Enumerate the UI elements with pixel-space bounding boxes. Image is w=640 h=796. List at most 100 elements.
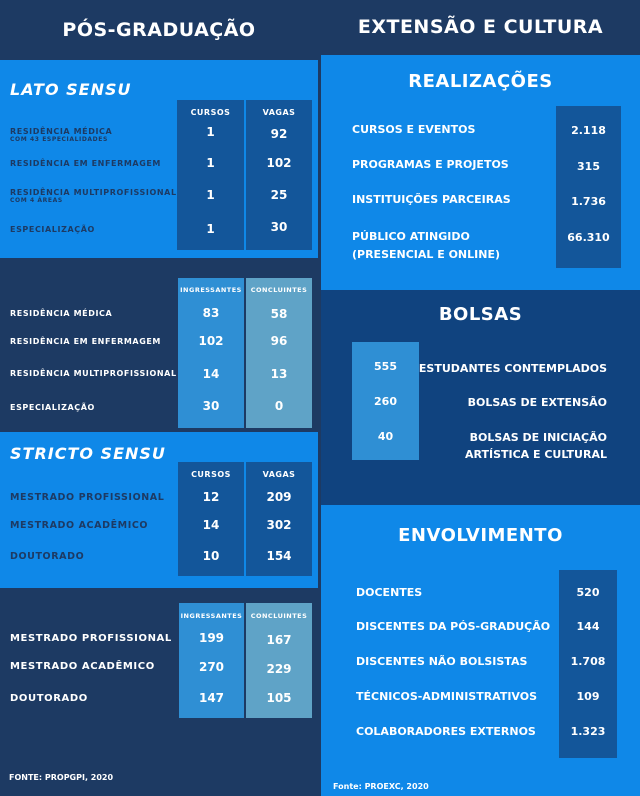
row-label: TÉCNICOS-ADMINISTRATIVOS — [356, 690, 538, 703]
cell: 229 — [266, 662, 292, 676]
value: 2.118 — [571, 124, 606, 137]
row-label: BOLSAS DE INICIAÇÃO ARTÍSTICA E CULTURAL — [465, 431, 607, 461]
envolvimento-values: 520 144 1.708 109 1.323 — [559, 570, 617, 758]
cell: 0 — [274, 399, 284, 413]
cell: 13 — [270, 367, 288, 381]
cell: 10 — [202, 549, 220, 563]
lato-sensu-vagas-section: LATO SENSU CURSOS 1 1 1 1 VAGAS 92 102 2… — [0, 60, 318, 258]
row-label: ESTUDANTES CONTEMPLADOS — [418, 362, 607, 375]
row-label: ESPECIALIZAÇÃO — [10, 403, 95, 412]
row-label: DISCENTES DA PÓS-GRADUÇÃO — [356, 620, 551, 633]
value: 144 — [576, 620, 600, 633]
left-header: PÓS-GRADUAÇÃO — [0, 0, 318, 60]
column-header: INGRESSANTES — [180, 612, 243, 620]
bolsas-heading: BOLSAS — [438, 304, 523, 325]
realizacoes-section: REALIZAÇÕES 2.118 315 1.736 66.310 CURSO… — [321, 55, 640, 290]
ingressantes-column: INGRESSANTES 83 102 14 30 — [178, 278, 244, 428]
column-header: VAGAS — [262, 470, 296, 479]
cell: 147 — [198, 691, 225, 705]
lato-sensu-alunos-section: INGRESSANTES 83 102 14 30 CONCLUINTES 58… — [0, 258, 318, 432]
bolsas-values: 555 260 40 — [352, 342, 419, 460]
row-label: MESTRADO PROFISSIONAL — [10, 633, 172, 644]
row-label: RESIDÊNCIA MÉDICA — [10, 309, 113, 318]
value: 1.708 — [570, 655, 606, 668]
value: 260 — [374, 395, 397, 408]
left-title: PÓS-GRADUAÇÃO — [62, 19, 256, 41]
cell: 167 — [266, 633, 292, 647]
cell: 1 — [206, 188, 215, 202]
row-label: PÚBLICO ATINGIDO (PRESENCIAL E ONLINE) — [352, 230, 500, 261]
cell: 1 — [206, 156, 215, 170]
stricto-sensu-vagas-section: STRICTO SENSU CURSOS 12 14 10 VAGAS 209 … — [0, 432, 318, 588]
column-header: INGRESSANTES — [180, 286, 242, 294]
cell: 14 — [202, 518, 220, 532]
cursos-column: CURSOS 1 1 1 1 — [177, 100, 244, 250]
cell: 209 — [266, 490, 292, 504]
concluintes-column: CONCLUINTES 167 229 105 — [246, 603, 312, 718]
vagas-column: VAGAS 209 302 154 — [246, 462, 312, 576]
row-label: RESIDÊNCIA EM ENFERMAGEM — [10, 159, 161, 168]
cell: 30 — [270, 220, 288, 234]
realizacoes-heading: REALIZAÇÕES — [408, 71, 553, 92]
cell: 199 — [198, 631, 225, 645]
column-header: CONCLUINTES — [250, 286, 308, 294]
value: 109 — [576, 690, 600, 703]
row-label: MESTRADO PROFISSIONAL — [10, 492, 165, 503]
right-source: Fonte: PROEXC, 2020 — [333, 782, 429, 791]
column-header: CONCLUINTES — [250, 612, 308, 620]
row-label: ESPECIALIZAÇÃO — [10, 225, 95, 234]
row-label: RESIDÊNCIA EM ENFERMAGEM — [10, 337, 161, 346]
cell: 58 — [270, 307, 288, 321]
right-header: EXTENSÃO E CULTURA — [321, 0, 640, 55]
cell: 1 — [206, 222, 215, 236]
cell: 1 — [206, 125, 215, 139]
row-label: DOUTORADO — [10, 551, 85, 562]
cell: 302 — [266, 518, 292, 532]
row-label: DOUTORADO — [10, 693, 88, 704]
cursos-column: CURSOS 12 14 10 — [178, 462, 244, 576]
row-label: CURSOS E EVENTOS — [352, 123, 476, 136]
left-source: FONTE: PROPGPI, 2020 — [9, 773, 114, 782]
ingressantes-column: INGRESSANTES 199 270 147 — [179, 603, 244, 718]
envolvimento-section: ENVOLVIMENTO 520 144 1.708 109 1.323 DOC… — [321, 505, 640, 796]
cell: 14 — [202, 367, 220, 381]
value: 1.736 — [571, 195, 606, 208]
value: 40 — [377, 430, 394, 443]
right-title: EXTENSÃO E CULTURA — [357, 16, 604, 38]
row-label: RESIDÊNCIA MULTIPROFISSIONAL — [10, 369, 177, 378]
envolvimento-heading: ENVOLVIMENTO — [398, 525, 563, 546]
cell: 25 — [270, 188, 288, 202]
cell: 30 — [202, 399, 220, 413]
cell: 102 — [266, 156, 292, 170]
bolsas-section: BOLSAS 555 260 40 ESTUDANTES CONTEMPLADO… — [321, 290, 640, 505]
column-header: VAGAS — [262, 108, 296, 117]
row-label: DOCENTES — [356, 586, 423, 599]
row-label: COLABORADORES EXTERNOS — [356, 725, 536, 738]
cell: 92 — [270, 127, 288, 141]
cell: 12 — [202, 490, 220, 504]
cell: 102 — [198, 334, 224, 348]
realizacoes-values: 2.118 315 1.736 66.310 — [556, 106, 621, 268]
row-label: DISCENTES NÃO BOLSISTAS — [356, 655, 528, 668]
vagas-column: VAGAS 92 102 25 30 — [246, 100, 312, 250]
value: 66.310 — [567, 231, 610, 244]
concluintes-column: CONCLUINTES 58 96 13 0 — [246, 278, 312, 428]
column-header: CURSOS — [191, 470, 231, 479]
cell: 154 — [266, 549, 292, 563]
column-header: CURSOS — [190, 108, 231, 117]
row-label: MESTRADO ACADÊMICO — [10, 661, 155, 672]
stricto-sensu-alunos-section: INGRESSANTES 199 270 147 CONCLUINTES 167… — [0, 588, 318, 796]
row-label: INSTITUIÇÕES PARCEIRAS — [352, 193, 511, 206]
value: 520 — [576, 586, 600, 599]
value: 315 — [577, 160, 600, 173]
row-label: RESIDÊNCIA MULTIPROFISSIONAL COM 4 ÁREAS — [10, 188, 177, 204]
stricto-sensu-heading: STRICTO SENSU — [10, 444, 166, 463]
cell: 83 — [202, 306, 220, 320]
row-label: PROGRAMAS E PROJETOS — [352, 158, 509, 171]
cell: 96 — [270, 334, 288, 348]
value: 555 — [374, 360, 397, 373]
cell: 270 — [198, 660, 225, 674]
cell: 105 — [266, 691, 292, 705]
value: 1.323 — [570, 725, 606, 738]
row-label: MESTRADO ACADÊMICO — [10, 520, 149, 531]
